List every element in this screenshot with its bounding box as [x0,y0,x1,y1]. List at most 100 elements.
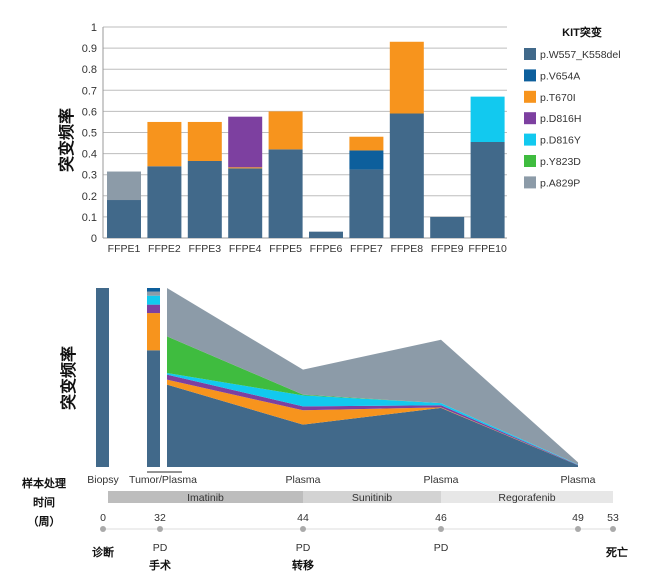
legend-label: p.D816H [540,113,581,125]
bar-segment-Tumor-p.V654A [147,288,160,292]
bar-segment-Tumor-p.D816H [147,304,160,314]
bar-segment-FFPE4-p.W557_K558del [228,168,263,238]
legend-title: KIT突变 [562,25,602,39]
bar-segment-Tumor-p.W557_K558del [147,350,160,467]
x-tick-label: FFPE10 [468,243,507,255]
x-tick-label: FFPE9 [431,243,464,255]
bar-segment-Tumor-p.D816Y [147,295,160,305]
y-tick-label: 0 [91,233,97,245]
time-axis-title: 样本处理 [22,476,66,490]
x-tick-label: FFPE2 [148,243,181,255]
bar-segment-Biopsy-p.W557_K558del [96,288,109,467]
sample-label: Tumor/Plasma [129,474,197,486]
y-tick-label: 1 [91,22,97,34]
legend-swatch-p.D816Y [524,133,536,146]
y-tick-label: 0.6 [82,106,97,118]
y-tick-label: 0.1 [82,212,97,224]
bar-segment-FFPE8-p.W557_K558del [389,113,424,238]
event-label: 诊断 [92,545,114,559]
timeline-dot [300,526,306,532]
sample-label: Plasma [423,474,458,486]
legend-label: p.A829P [540,177,580,189]
week-label: 32 [154,512,166,524]
sample-label: Biopsy [87,474,119,486]
timeline-dot [438,526,444,532]
y-axis-title: 突变频率 [57,108,76,172]
week-label: 46 [435,512,447,524]
legend-swatch-p.W557_K558del [524,48,536,60]
bar-segment-FFPE3-p.T670I [187,121,222,161]
bar-segment-FFPE1-p.A829P [107,171,141,201]
legend-label: p.D816Y [540,135,581,147]
event-label: PD [296,542,311,554]
x-tick-label: FFPE8 [390,243,423,255]
timeline-dot [610,526,616,532]
timeline-dot [575,526,581,532]
stacked-area-chart: 突变频率 Biopsy Tumor/Plasma Plasma Plasma Plasma [59,288,596,486]
treatment-bar-Imatinib [108,491,303,503]
legend-swatch-p.T670I [524,90,536,103]
week-label: 53 [607,512,619,524]
legend-swatch-p.D816H [524,112,536,125]
bar-segment-FFPE7-p.W557_K558del [349,169,384,238]
area-p.A829P [167,288,578,465]
treatment-label: Sunitinib [352,492,392,504]
bar-segment-FFPE7-p.T670I [349,136,384,151]
x-tick-label: FFPE7 [350,243,383,255]
bar-segment-FFPE5-p.T670I [268,111,303,150]
event-label: 手术 [149,558,171,572]
time-axis-title: （周） [28,515,61,528]
bar-segment-FFPE9-p.W557_K558del [430,216,465,238]
event-label: 转移 [292,558,314,572]
bar-segment-FFPE3-p.W557_K558del [187,160,222,238]
y-tick-label: 0.8 [82,64,97,76]
sample-label: Plasma [285,474,320,486]
x-tick-label: FFPE4 [229,243,262,255]
timeline-dot [100,526,106,532]
timeline-dot [157,526,163,532]
x-tick-label: FFPE3 [188,243,221,255]
week-label: 44 [297,512,309,524]
sample-label: Plasma [560,474,595,486]
treatment-label: Regorafenib [498,492,555,504]
area-p.D816Y [167,373,578,465]
bar-segment-FFPE2-p.T670I [147,121,182,167]
legend-label: p.V654A [540,70,580,82]
event-label: 死亡 [606,545,628,559]
y-tick-label: 0.5 [82,128,97,140]
week-label: 49 [572,512,584,524]
legend: KIT突变 p.W557_K558del p.V654A p.T670I p.D816H… [524,25,621,189]
bar-segment-FFPE6-p.W557_K558del [309,231,343,238]
event-label: PD [434,542,449,554]
legend-label: p.Y823D [540,156,581,168]
y-tick-label: 0.4 [82,149,97,161]
bar-segment-FFPE8-p.T670I [389,41,424,114]
bar-segment-FFPE4-p.T670I [228,167,263,169]
treatment-bar-Sunitinib [303,491,441,503]
treatment-bar-Regorafenib [441,491,613,503]
week-label: 0 [100,512,106,524]
y-tick-label: 0.9 [82,43,97,55]
legend-swatch-p.V654A [524,69,536,82]
stacked-bar-chart: 0 0.1 0.2 0.3 0.4 0.5 0.6 0.7 0.8 0.9 1 突变频率 FFPE1 FF… [57,22,507,255]
area-p.W557_K558del [167,384,578,467]
x-tick-label: FFPE1 [108,243,141,255]
event-label: PD [153,542,168,554]
x-tick-label: FFPE6 [310,243,343,255]
y-axis-title: 突变频率 [59,346,78,410]
bar-segment-FFPE5-p.W557_K558del [268,149,303,238]
bar-segment-FFPE1-p.W557_K558del [107,200,141,238]
y-tick-label: 0.3 [82,170,97,182]
treatment-label: Imatinib [187,492,224,504]
x-tick-label: FFPE5 [269,243,302,255]
bar-segment-Tumor-p.A829P [147,291,160,296]
time-axis-title: 时间 [33,495,55,509]
legend-label: p.T670I [540,92,576,104]
bar-segment-FFPE4-p.D816H [228,116,263,168]
legend-swatch-p.Y823D [524,155,536,167]
bar-segment-FFPE2-p.W557_K558del [147,166,182,238]
legend-label: p.W557_K558del [540,49,621,61]
legend-swatch-p.A829P [524,176,536,189]
